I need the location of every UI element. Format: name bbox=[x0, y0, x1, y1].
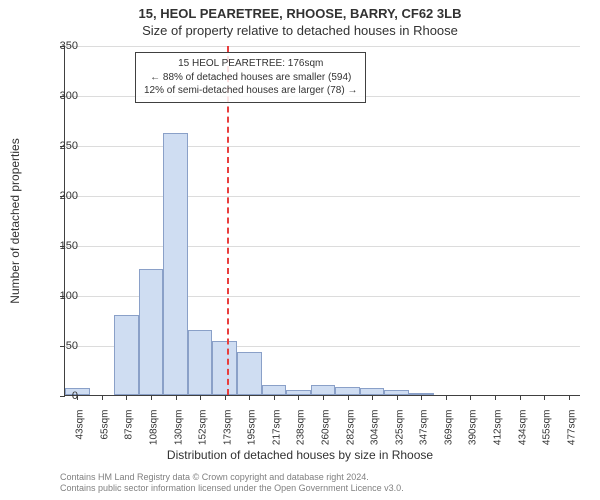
x-tick-label: 87sqm bbox=[124, 410, 135, 440]
x-tick-mark bbox=[102, 395, 103, 400]
x-tick-mark bbox=[274, 395, 275, 400]
y-tick-label: 300 bbox=[38, 90, 78, 102]
annotation-line2: ← 88% of detached houses are smaller (59… bbox=[144, 71, 357, 85]
y-tick-label: 250 bbox=[38, 140, 78, 152]
y-tick-label: 350 bbox=[38, 40, 78, 52]
x-tick-mark bbox=[495, 395, 496, 400]
annotation-line3: 12% of semi-detached houses are larger (… bbox=[144, 84, 357, 98]
x-tick-label: 195sqm bbox=[247, 410, 258, 446]
x-tick-label: 282sqm bbox=[345, 410, 356, 446]
x-tick-label: 173sqm bbox=[222, 410, 233, 446]
y-tick-label: 100 bbox=[38, 290, 78, 302]
x-tick-mark bbox=[446, 395, 447, 400]
x-tick-label: 152sqm bbox=[198, 410, 209, 446]
histogram-bar bbox=[139, 269, 164, 395]
histogram-bar bbox=[262, 385, 287, 395]
histogram-bar bbox=[163, 133, 188, 395]
x-tick-label: 477sqm bbox=[566, 410, 577, 446]
x-tick-mark bbox=[225, 395, 226, 400]
histogram-bar bbox=[311, 385, 336, 395]
histogram-bar bbox=[335, 387, 360, 395]
x-tick-label: 390sqm bbox=[468, 410, 479, 446]
x-tick-label: 65sqm bbox=[99, 410, 110, 440]
x-tick-mark bbox=[372, 395, 373, 400]
x-axis-label: Distribution of detached houses by size … bbox=[0, 448, 600, 462]
histogram-bar bbox=[237, 352, 262, 395]
x-tick-label: 238sqm bbox=[296, 410, 307, 446]
plot-area: 15 HEOL PEARETREE: 176sqm← 88% of detach… bbox=[64, 46, 580, 396]
x-tick-label: 369sqm bbox=[443, 410, 454, 446]
x-tick-label: 304sqm bbox=[370, 410, 381, 446]
x-tick-label: 325sqm bbox=[394, 410, 405, 446]
chart-title-line2: Size of property relative to detached ho… bbox=[0, 23, 600, 40]
y-tick-label: 50 bbox=[38, 340, 78, 352]
x-tick-mark bbox=[126, 395, 127, 400]
x-tick-mark bbox=[249, 395, 250, 400]
x-tick-mark bbox=[151, 395, 152, 400]
gridline bbox=[65, 46, 580, 47]
x-tick-mark bbox=[298, 395, 299, 400]
x-tick-mark bbox=[421, 395, 422, 400]
annotation-line1: 15 HEOL PEARETREE: 176sqm bbox=[144, 57, 357, 71]
x-tick-label: 130sqm bbox=[173, 410, 184, 446]
footer-line1: Contains HM Land Registry data © Crown c… bbox=[60, 472, 404, 483]
y-tick-label: 150 bbox=[38, 240, 78, 252]
x-tick-label: 434sqm bbox=[517, 410, 528, 446]
y-tick-label: 200 bbox=[38, 190, 78, 202]
footer-line2: Contains public sector information licen… bbox=[60, 483, 404, 494]
histogram-bar bbox=[212, 341, 237, 395]
x-tick-mark bbox=[470, 395, 471, 400]
gridline bbox=[65, 246, 580, 247]
x-tick-mark bbox=[323, 395, 324, 400]
histogram-bar bbox=[360, 388, 385, 395]
histogram-bar bbox=[188, 330, 213, 395]
x-tick-label: 455sqm bbox=[542, 410, 553, 446]
x-tick-mark bbox=[348, 395, 349, 400]
x-tick-mark bbox=[200, 395, 201, 400]
x-tick-label: 260sqm bbox=[321, 410, 332, 446]
gridline bbox=[65, 196, 580, 197]
x-tick-mark bbox=[569, 395, 570, 400]
x-tick-label: 217sqm bbox=[271, 410, 282, 446]
footer-attribution: Contains HM Land Registry data © Crown c… bbox=[60, 472, 404, 495]
x-tick-mark bbox=[544, 395, 545, 400]
x-tick-mark bbox=[520, 395, 521, 400]
x-tick-label: 43sqm bbox=[75, 410, 86, 440]
x-tick-mark bbox=[397, 395, 398, 400]
x-tick-label: 108sqm bbox=[149, 410, 160, 446]
y-tick-label: 0 bbox=[38, 390, 78, 402]
annotation-box: 15 HEOL PEARETREE: 176sqm← 88% of detach… bbox=[135, 52, 366, 103]
chart-figure: 15, HEOL PEARETREE, RHOOSE, BARRY, CF62 … bbox=[0, 0, 600, 500]
chart-title-line1: 15, HEOL PEARETREE, RHOOSE, BARRY, CF62 … bbox=[0, 6, 600, 23]
x-tick-mark bbox=[176, 395, 177, 400]
x-tick-label: 412sqm bbox=[493, 410, 504, 446]
y-axis-label: Number of detached properties bbox=[8, 138, 22, 303]
x-tick-label: 347sqm bbox=[419, 410, 430, 446]
gridline bbox=[65, 146, 580, 147]
histogram-bar bbox=[114, 315, 139, 395]
